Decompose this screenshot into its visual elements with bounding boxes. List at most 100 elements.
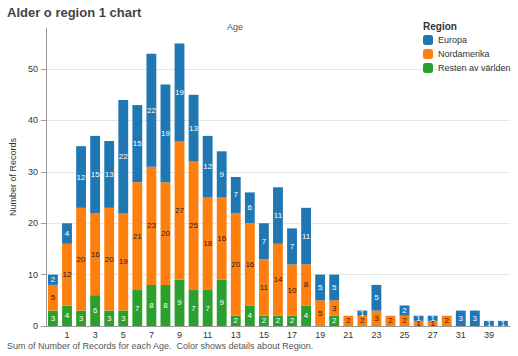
svg-text:25: 25 <box>400 330 410 340</box>
svg-text:3: 3 <box>107 314 112 323</box>
svg-text:4: 4 <box>65 311 70 320</box>
svg-text:9: 9 <box>219 170 224 179</box>
svg-text:Number of Records: Number of Records <box>8 137 18 216</box>
svg-text:3: 3 <box>51 314 56 323</box>
svg-text:Region: Region <box>423 21 457 32</box>
svg-text:7: 7 <box>149 330 154 340</box>
svg-text:Sum of Number of Records for e: Sum of Number of Records for each Age. C… <box>7 341 313 351</box>
svg-text:19: 19 <box>161 129 170 138</box>
svg-text:1: 1 <box>430 314 435 323</box>
svg-text:7: 7 <box>191 304 196 313</box>
svg-text:15: 15 <box>133 139 142 148</box>
svg-text:9: 9 <box>177 330 182 340</box>
svg-text:11: 11 <box>203 330 212 340</box>
svg-text:5: 5 <box>332 283 337 292</box>
svg-text:13: 13 <box>189 124 198 133</box>
svg-text:12: 12 <box>77 173 86 182</box>
svg-text:21: 21 <box>133 232 142 241</box>
svg-text:1: 1 <box>360 309 365 318</box>
svg-text:21: 21 <box>343 330 353 340</box>
svg-text:6: 6 <box>93 306 98 315</box>
svg-text:8: 8 <box>149 301 154 310</box>
svg-text:11: 11 <box>274 211 283 220</box>
svg-text:18: 18 <box>203 239 212 248</box>
svg-text:1: 1 <box>64 330 69 340</box>
svg-text:3: 3 <box>332 304 337 313</box>
svg-text:2: 2 <box>276 316 281 325</box>
svg-text:16: 16 <box>91 250 100 259</box>
svg-text:22: 22 <box>119 152 128 161</box>
svg-text:1: 1 <box>416 314 421 323</box>
svg-text:9: 9 <box>177 298 182 307</box>
svg-text:31: 31 <box>456 330 466 340</box>
svg-text:15: 15 <box>91 170 100 179</box>
svg-text:27: 27 <box>175 206 184 215</box>
svg-text:4: 4 <box>248 311 253 320</box>
svg-text:9: 9 <box>219 298 224 307</box>
svg-text:2: 2 <box>290 316 295 325</box>
svg-text:5: 5 <box>121 330 126 340</box>
svg-text:7: 7 <box>234 190 239 199</box>
svg-text:50: 50 <box>28 64 38 74</box>
svg-text:39: 39 <box>484 330 494 340</box>
svg-text:2: 2 <box>402 316 407 325</box>
svg-text:19: 19 <box>119 257 128 266</box>
svg-text:20: 20 <box>77 255 86 264</box>
svg-text:3: 3 <box>79 314 84 323</box>
svg-text:2: 2 <box>444 316 449 325</box>
svg-text:Nordamerika: Nordamerika <box>438 49 490 59</box>
svg-text:20: 20 <box>105 255 114 264</box>
svg-text:14: 14 <box>274 275 283 284</box>
svg-text:7: 7 <box>205 304 210 313</box>
svg-text:16: 16 <box>217 234 226 243</box>
svg-text:4: 4 <box>304 311 309 320</box>
svg-text:7: 7 <box>135 304 140 313</box>
svg-text:40: 40 <box>28 115 38 125</box>
svg-text:2: 2 <box>234 316 239 325</box>
svg-text:Europa: Europa <box>438 35 467 45</box>
svg-text:12: 12 <box>63 270 72 279</box>
svg-text:6: 6 <box>248 203 253 212</box>
svg-text:7: 7 <box>290 242 295 251</box>
svg-text:2: 2 <box>402 306 407 315</box>
svg-text:10: 10 <box>288 286 297 295</box>
svg-text:30: 30 <box>28 167 38 177</box>
svg-text:3: 3 <box>459 314 464 323</box>
svg-text:1: 1 <box>501 319 506 328</box>
svg-text:22: 22 <box>147 106 156 115</box>
svg-text:7: 7 <box>262 237 267 246</box>
svg-text:25: 25 <box>189 221 198 230</box>
svg-text:2: 2 <box>388 316 393 325</box>
svg-text:11: 11 <box>260 283 269 292</box>
svg-text:0: 0 <box>33 321 38 331</box>
svg-text:23: 23 <box>371 330 381 340</box>
svg-text:Resten av världen: Resten av världen <box>438 63 511 73</box>
svg-text:2: 2 <box>262 316 267 325</box>
svg-text:17: 17 <box>287 330 297 340</box>
svg-text:2: 2 <box>360 316 365 325</box>
svg-text:13: 13 <box>105 170 114 179</box>
svg-text:5: 5 <box>51 293 56 302</box>
svg-text:3: 3 <box>121 314 126 323</box>
svg-text:3: 3 <box>93 330 98 340</box>
svg-text:20: 20 <box>231 260 240 269</box>
svg-text:8: 8 <box>163 301 168 310</box>
svg-text:3: 3 <box>473 314 478 323</box>
svg-text:20: 20 <box>161 229 170 238</box>
svg-text:15: 15 <box>259 330 269 340</box>
svg-text:10: 10 <box>28 270 38 280</box>
svg-text:8: 8 <box>304 280 309 289</box>
svg-text:2: 2 <box>332 316 337 325</box>
svg-text:13: 13 <box>231 330 241 340</box>
svg-text:27: 27 <box>428 330 438 340</box>
svg-text:19: 19 <box>315 330 325 340</box>
svg-text:11: 11 <box>302 232 311 241</box>
svg-text:5: 5 <box>318 283 323 292</box>
svg-text:5: 5 <box>318 309 323 318</box>
svg-text:3: 3 <box>374 314 379 323</box>
svg-text:Age: Age <box>227 22 243 32</box>
svg-text:2: 2 <box>346 316 351 325</box>
svg-text:12: 12 <box>203 162 212 171</box>
svg-text:20: 20 <box>28 218 38 228</box>
svg-text:23: 23 <box>147 221 156 230</box>
